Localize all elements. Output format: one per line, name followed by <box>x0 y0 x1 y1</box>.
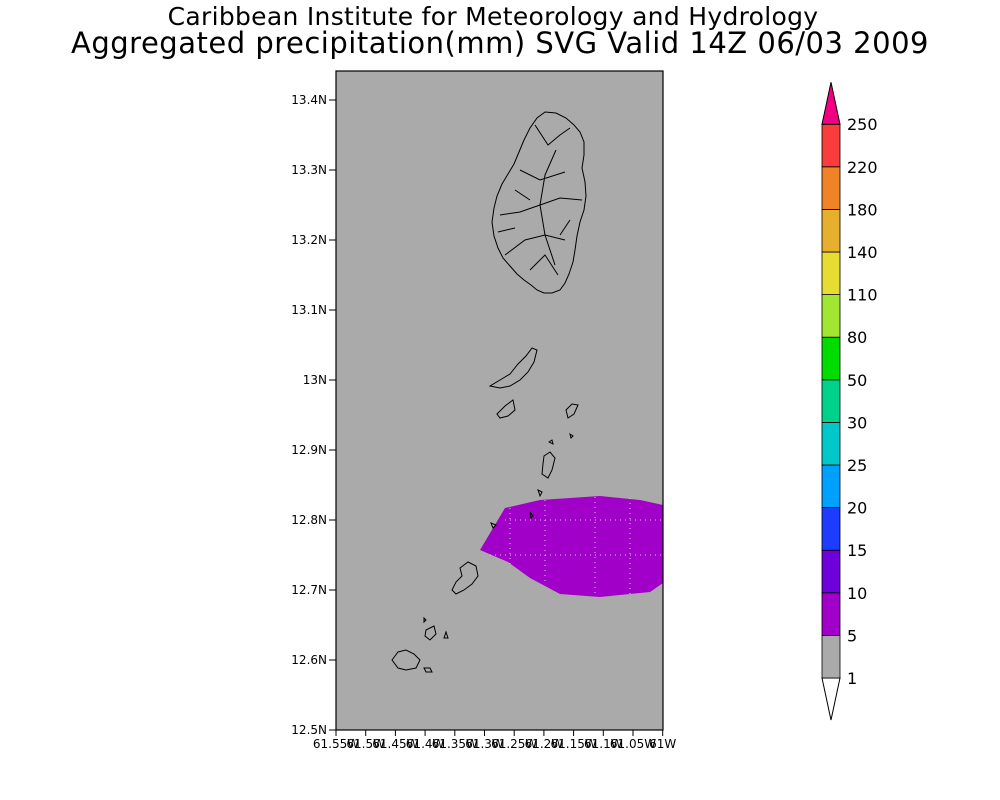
legend-swatch <box>821 294 841 338</box>
grid-dots <box>490 497 663 597</box>
lon-tick-label: 61.3W <box>465 737 504 751</box>
lon-tick-label: 61.4W <box>406 737 445 751</box>
lat-tick-label: 13.2N <box>291 233 327 247</box>
lat-tick-label: 13.4N <box>291 93 327 107</box>
grenadines-islands <box>391 347 579 673</box>
legend-label: 15 <box>847 541 867 560</box>
chart-title: Caribbean Institute for Meteorology and … <box>167 2 819 31</box>
lon-tick-label: 61.1W <box>584 737 623 751</box>
lat-tick-label: 13.1N <box>291 303 327 317</box>
legend-swatch <box>821 421 841 466</box>
legend-label: 180 <box>847 200 878 219</box>
lon-tick-label: 61W <box>649 737 676 751</box>
legend-swatch <box>821 336 841 381</box>
precipitation-area-5-10mm <box>480 496 663 597</box>
legend-swatch <box>821 251 841 295</box>
lat-tick-label: 13.3N <box>291 163 327 177</box>
latitude-axis: 13.4N 13.3N 13.2N 13.1N 13N 12.9N 12.8N 12.7N 12… <box>291 93 336 737</box>
lat-tick-label: 12.7N <box>291 583 327 597</box>
legend-swatch <box>821 123 841 168</box>
legend-label: 250 <box>847 115 878 134</box>
legend-label: 5 <box>847 626 857 645</box>
legend-label: 220 <box>847 158 878 177</box>
lon-tick-label: 61.45W <box>372 737 418 751</box>
legend-arrow-high <box>821 82 841 125</box>
legend-label: 1 <box>847 669 857 688</box>
legend-swatch <box>821 379 841 423</box>
legend-swatch <box>821 464 841 508</box>
st-vincent-island <box>491 111 587 294</box>
legend-swatch <box>821 166 841 210</box>
map-background <box>336 71 663 730</box>
lon-tick-label: 61.2W <box>525 737 564 751</box>
lon-tick-label: 61.55W <box>313 737 359 751</box>
lon-tick-label: 61.35W <box>432 737 478 751</box>
legend-swatch <box>821 635 841 679</box>
map-frame <box>335 70 664 731</box>
legend-label: 25 <box>847 456 867 475</box>
lat-tick-label: 12.6N <box>291 653 327 667</box>
lat-tick-label: 13N <box>303 373 327 387</box>
longitude-axis: 61.55W61.5W61.45W61.4W61.35W61.3W61.25W6… <box>313 730 676 751</box>
lat-tick-label: 12.9N <box>291 443 327 457</box>
lon-tick-label: 61.5W <box>346 737 385 751</box>
legend-swatch <box>821 507 841 551</box>
legend-label: 30 <box>847 413 867 432</box>
lat-tick-label: 12.8N <box>291 513 327 527</box>
legend-label: 140 <box>847 243 878 262</box>
lon-tick-label: 61.15W <box>550 737 596 751</box>
lon-tick-label: 61.25W <box>491 737 537 751</box>
legend-swatch <box>821 592 841 636</box>
legend-label: 20 <box>847 499 867 518</box>
lat-tick-label: 12.5N <box>291 723 327 737</box>
legend-label: 80 <box>847 328 867 347</box>
legend-swatch <box>821 208 841 253</box>
legend-label: 110 <box>847 286 878 305</box>
chart-subtitle: Aggregated precipitation(mm) SVG Valid 1… <box>71 26 929 60</box>
legend-label: 50 <box>847 371 867 390</box>
legend-label: 10 <box>847 584 867 603</box>
legend-arrow-low <box>821 677 841 721</box>
lon-tick-label: 61.05W <box>610 737 656 751</box>
legend-swatch <box>821 549 841 594</box>
